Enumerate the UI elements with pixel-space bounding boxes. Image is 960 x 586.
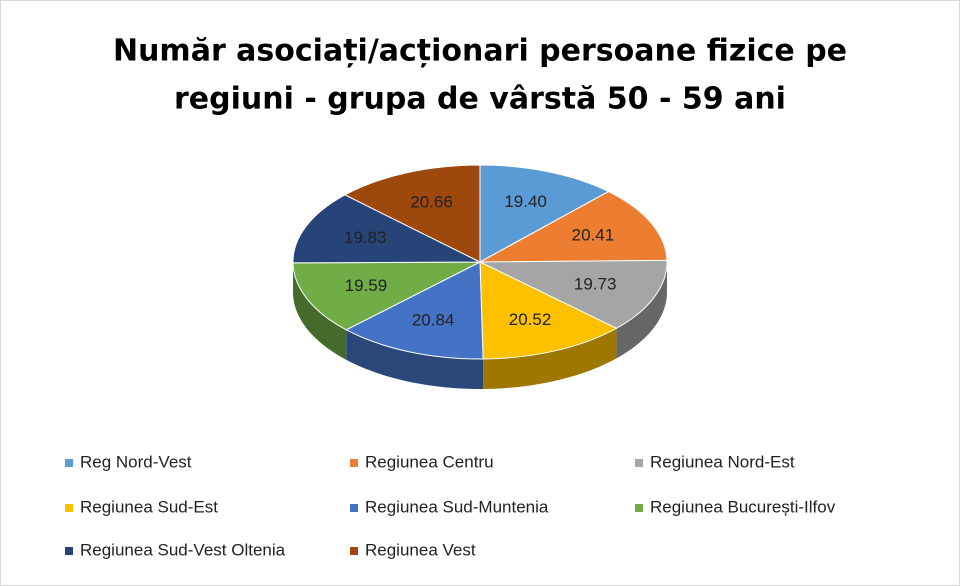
legend-swatch bbox=[65, 459, 73, 467]
data-label: 20.52 bbox=[509, 310, 552, 329]
legend-label: Regiunea București-Ilfov bbox=[650, 497, 836, 516]
slice bbox=[479, 164, 610, 263]
legend-swatch bbox=[65, 547, 73, 555]
slice bbox=[479, 261, 618, 360]
slice-side bbox=[616, 262, 667, 359]
slice bbox=[479, 259, 668, 329]
pie: 19.40 20.41 19.73 20.52 20.84 19.59 19.83 20.66 bbox=[292, 164, 668, 389]
legend-swatch bbox=[350, 459, 358, 467]
legend-label: Regiunea Centru bbox=[365, 452, 494, 471]
slice bbox=[345, 261, 484, 360]
chart-title: regiuni - grupa de vârstă 50 - 59 ani bbox=[174, 82, 786, 117]
legend-swatch bbox=[350, 547, 358, 555]
chart-title: Număr asociați/acționari persoane fizice… bbox=[113, 34, 847, 69]
legend-label: Regiunea Sud-Vest Oltenia bbox=[80, 540, 286, 559]
data-label: 19.59 bbox=[345, 276, 388, 295]
slice-side bbox=[483, 328, 617, 389]
legend-swatch bbox=[350, 504, 358, 512]
slice-side bbox=[293, 262, 347, 360]
legend-swatch bbox=[635, 504, 643, 512]
legend: Reg Nord-Vest Regiunea Centru Regiunea Nor… bbox=[65, 452, 836, 559]
legend-label: Regiunea Nord-Est bbox=[650, 452, 795, 471]
legend-swatch bbox=[635, 459, 643, 467]
slice bbox=[292, 261, 481, 331]
slice bbox=[479, 190, 668, 263]
data-label: 19.83 bbox=[344, 228, 387, 247]
data-label: 20.84 bbox=[412, 311, 455, 330]
legend-swatch bbox=[65, 504, 73, 512]
legend-label: Regiunea Vest bbox=[365, 540, 476, 559]
slice bbox=[292, 194, 481, 264]
data-label: 19.40 bbox=[504, 192, 547, 211]
legend-label: Regiunea Sud-Muntenia bbox=[365, 497, 549, 516]
slice bbox=[343, 164, 481, 263]
data-label: 20.41 bbox=[572, 226, 615, 245]
legend-label: Reg Nord-Vest bbox=[80, 452, 192, 471]
data-label: 20.66 bbox=[410, 193, 453, 212]
legend-label: Regiunea Sud-Est bbox=[80, 497, 218, 516]
data-label: 19.73 bbox=[574, 275, 617, 294]
